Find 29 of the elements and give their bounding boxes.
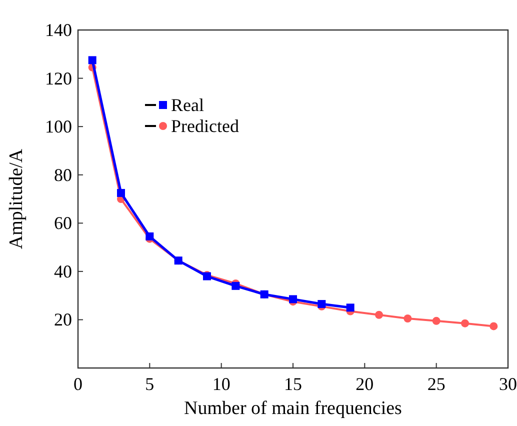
- x-tick-label: 30: [499, 374, 517, 394]
- y-tick-label: 120: [45, 68, 72, 88]
- x-tick-label: 25: [427, 374, 446, 394]
- point: [232, 282, 240, 290]
- point: [146, 232, 154, 240]
- x-axis-title: Number of main frequencies: [184, 398, 402, 419]
- y-tick-label: 40: [54, 261, 72, 282]
- x-tick-label: 20: [356, 374, 374, 394]
- point: [289, 295, 297, 304]
- legend-label: Predicted: [171, 116, 239, 136]
- point: [88, 56, 96, 64]
- point: [117, 188, 125, 197]
- point: [375, 310, 383, 319]
- x-tick-label: 0: [74, 374, 82, 394]
- y-tick-label: 140: [45, 20, 72, 40]
- y-axis-title: Amplitude/A: [6, 148, 27, 250]
- legend-label: Real: [171, 95, 204, 115]
- x-tick-label: 15: [284, 374, 302, 394]
- y-tick-label: 100: [45, 116, 72, 137]
- y-tick-label: 80: [54, 164, 72, 185]
- x-tick-label: 5: [145, 374, 154, 394]
- point: [432, 316, 440, 325]
- y-tick-label: 60: [54, 213, 72, 234]
- y-tick-label: 20: [54, 310, 72, 330]
- x-tick-label: 10: [212, 374, 230, 394]
- point: [404, 314, 412, 323]
- point: [346, 304, 354, 312]
- point: [490, 322, 498, 330]
- point: [461, 319, 469, 328]
